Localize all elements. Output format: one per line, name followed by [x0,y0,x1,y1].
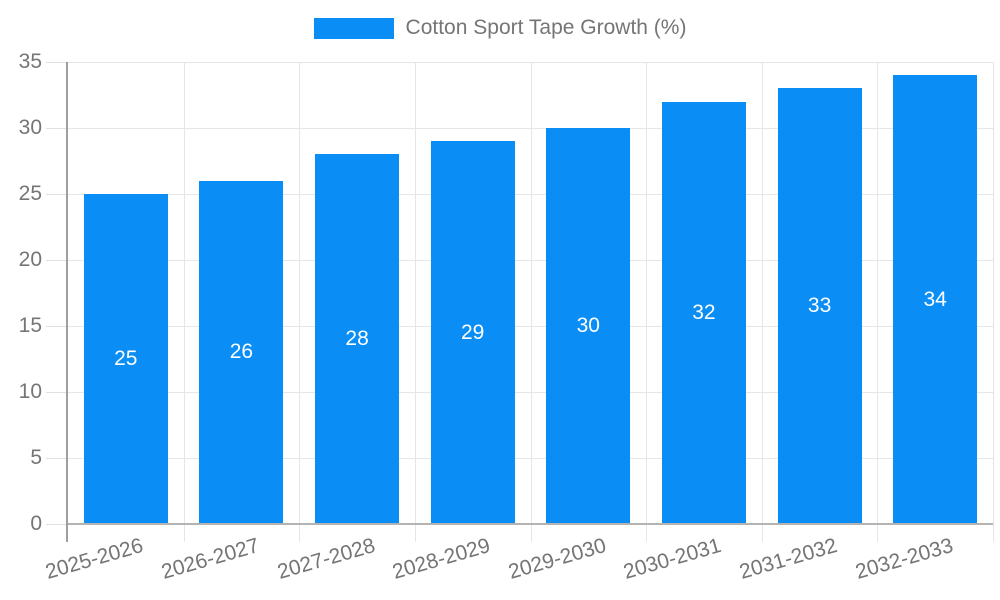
y-tick-mark [46,128,68,129]
x-axis-label: 2028-2029 [390,534,494,584]
x-gridline [646,62,647,542]
y-gridline [68,326,993,327]
x-axis-label: 2026-2027 [158,534,262,584]
x-axis-label: 2029-2030 [505,534,609,584]
x-gridline [184,62,185,542]
x-gridline [415,62,416,542]
y-tick-mark [46,392,68,393]
y-tick-mark [46,524,68,525]
bar[interactable]: 32 [661,101,746,524]
x-axis-label: 2032-2033 [852,534,956,584]
y-axis-label: 5 [30,446,42,469]
bar-value-label: 33 [807,294,832,318]
bar-value-label: 26 [229,340,254,364]
bar-value-label: 30 [576,314,600,337]
y-tick-mark [46,458,68,459]
x-gridline [993,62,994,542]
legend[interactable]: Cotton Sport Tape Growth (%) [0,16,1000,40]
bar-value-label: 28 [345,327,369,351]
bar-value-label: 29 [461,320,485,344]
y-gridline [68,260,993,261]
y-axis-label: 0 [30,512,42,535]
legend-swatch [313,17,394,39]
y-gridline [68,128,993,129]
bar[interactable]: 26 [199,180,284,524]
y-axis-label: 30 [18,116,42,139]
bar[interactable]: 28 [315,154,400,524]
y-axis-label: 10 [18,380,42,403]
y-axis-line [66,62,68,542]
x-axis-baseline [68,523,993,525]
bar-value-label: 25 [114,347,138,370]
legend-label: Cotton Sport Tape Growth (%) [405,16,687,39]
y-gridline [68,62,993,63]
y-tick-mark [46,62,68,63]
bar-value-label: 34 [923,287,947,311]
bar[interactable]: 34 [893,75,978,524]
bar[interactable]: 29 [430,141,515,524]
x-gridline [877,62,878,542]
y-gridline [68,458,993,459]
x-gridline [299,62,300,542]
y-tick-mark [46,326,68,327]
x-axis-label: 2030-2031 [621,534,725,584]
y-gridline [68,392,993,393]
y-tick-mark [46,260,68,261]
bar[interactable]: 33 [777,88,862,524]
x-axis-label: 2025-2026 [43,534,147,584]
bar[interactable]: 25 [83,194,168,524]
y-tick-mark [46,194,68,195]
bar[interactable]: 30 [546,128,631,524]
y-axis-label: 20 [18,248,42,271]
y-axis-label: 15 [18,314,42,337]
y-axis-label: 25 [18,182,42,205]
x-axis-label: 2031-2032 [737,534,840,584]
x-gridline [531,62,532,542]
bar-value-label: 32 [692,300,716,324]
y-gridline [68,194,993,195]
x-gridline [762,62,763,542]
x-axis-label: 2027-2028 [274,534,378,584]
y-axis-label: 35 [18,50,42,73]
